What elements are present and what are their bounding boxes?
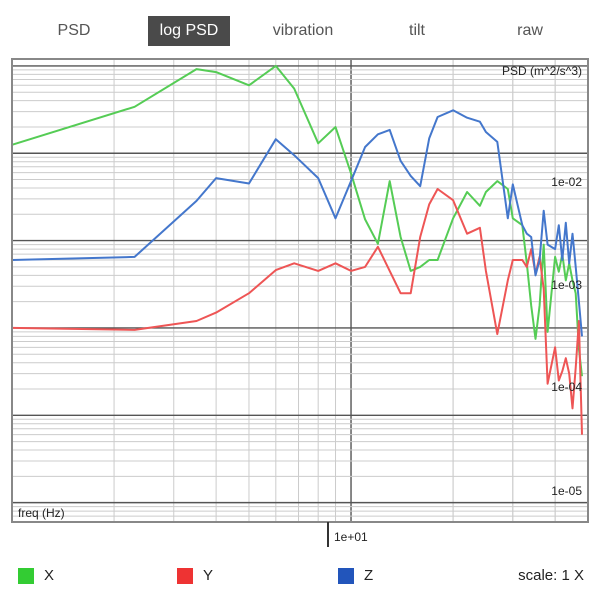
y-tick-label: 1e-05 — [551, 484, 582, 498]
series-line-x — [11, 64, 583, 377]
tab-bar: PSD log PSD vibration tilt raw — [0, 16, 600, 46]
series-line-z — [11, 109, 583, 337]
tab-raw[interactable]: raw — [517, 22, 543, 39]
grid — [12, 59, 588, 522]
x-tick-label: 1e+01 — [334, 530, 368, 544]
y-tick-label: 1e-04 — [551, 380, 582, 394]
tab-psd[interactable]: PSD — [57, 22, 91, 39]
tab-tilt[interactable]: tilt — [409, 22, 425, 39]
legend-swatch-z — [338, 568, 354, 584]
tab-vibration[interactable]: vibration — [272, 22, 334, 39]
y-tick-label: 1e-02 — [551, 175, 582, 189]
legend-swatch-y — [177, 568, 193, 584]
x-axis-label: freq (Hz) — [18, 506, 65, 520]
y-tick-label: 1e-03 — [551, 278, 582, 292]
series-line-y — [11, 188, 583, 435]
legend-label-x: X — [44, 567, 55, 584]
series-layer — [11, 64, 583, 435]
legend-swatch-x — [18, 568, 34, 584]
tab-log-psd[interactable]: log PSD — [148, 16, 230, 46]
y-axis-label: PSD (m^2/s^3) — [502, 64, 582, 78]
legend-label-z: Z — [364, 567, 374, 584]
legend-label-y: Y — [203, 567, 214, 584]
scale-label[interactable]: scale: 1 X — [518, 567, 584, 584]
plot-frame — [11, 58, 589, 523]
